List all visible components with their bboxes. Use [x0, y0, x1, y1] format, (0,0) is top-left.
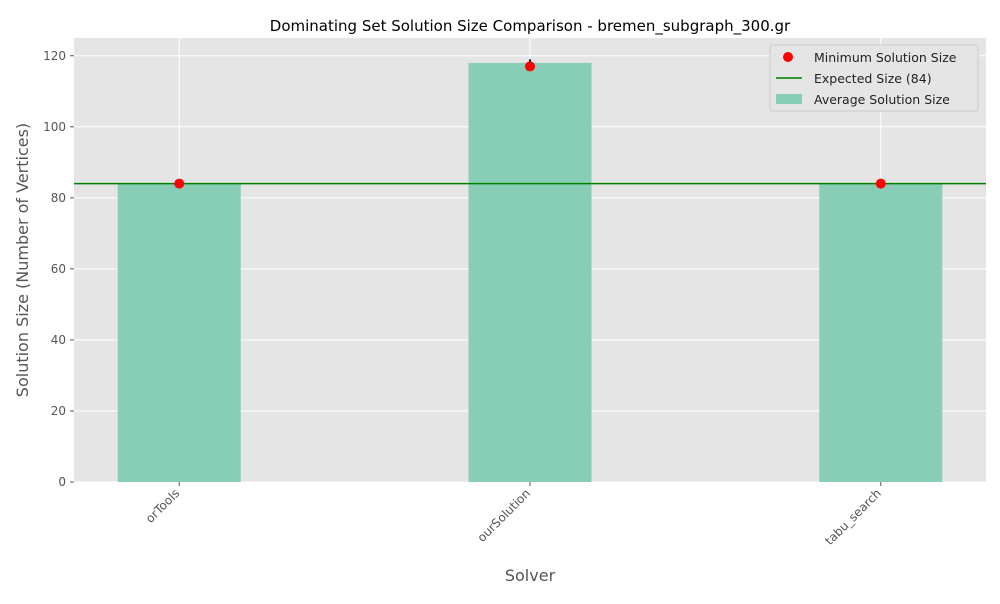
y-tick-label: 20 [51, 404, 66, 418]
chart-title: Dominating Set Solution Size Comparison … [270, 17, 791, 36]
point-minimum-tabu_search [875, 178, 886, 189]
point-minimum-orTools [174, 178, 185, 189]
y-tick-label: 120 [43, 49, 66, 63]
legend-expected-label: Expected Size (84) [814, 71, 932, 86]
y-tick-label: 0 [58, 475, 66, 489]
x-tick-label: orTools [143, 486, 182, 525]
y-tick-label: 80 [51, 191, 66, 205]
y-tick-label: 60 [51, 262, 66, 276]
legend: Minimum Solution Size Expected Size (84)… [769, 44, 979, 112]
bar-average-ourSolution [468, 62, 592, 482]
x-axis-label: Solver [505, 566, 556, 585]
y-axis-label: Solution Size (Number of Vertices) [13, 123, 32, 397]
minimum-points [174, 61, 886, 189]
y-tick-label: 100 [43, 120, 66, 134]
bars [117, 62, 943, 482]
legend-average-marker [776, 94, 802, 104]
legend-minimum-label: Minimum Solution Size [814, 50, 957, 65]
x-tick-label: tabu_search [822, 486, 884, 548]
point-minimum-ourSolution [525, 61, 535, 72]
legend-box [769, 44, 979, 112]
y-tick-label: 40 [51, 333, 66, 347]
bar-average-orTools [117, 183, 241, 482]
bar-average-tabu_search [819, 183, 943, 482]
x-tick-label: ourSolution [475, 486, 534, 545]
legend-average-label: Average Solution Size [814, 92, 950, 107]
legend-minimum-marker [783, 52, 793, 62]
